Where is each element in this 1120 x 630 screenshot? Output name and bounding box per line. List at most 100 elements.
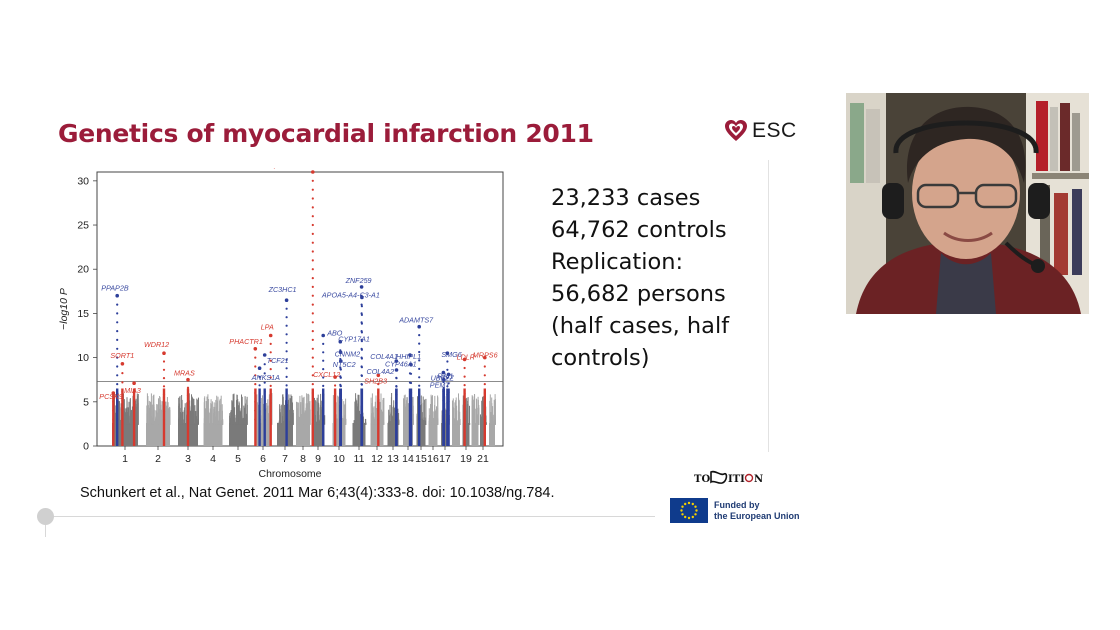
noise-point [300,402,302,425]
locus-peak-20 [394,359,399,363]
locus-point [418,418,421,421]
locus-point [116,365,119,368]
locus-point [447,391,450,394]
noise-point [204,396,206,425]
locus-point [409,391,413,394]
noise-point [151,423,153,425]
noise-point [375,418,377,425]
x-tick-label-1: 2 [155,453,161,465]
noise-point [358,401,359,425]
locus-point [285,324,288,327]
locus-column-23 [418,388,421,446]
locus-label-24: CYP46A1 [385,360,417,369]
noise-band-chr16 [428,423,438,446]
noise-point [435,421,437,425]
progress-track[interactable] [45,516,655,517]
locus-point [322,401,325,404]
stat-line-persons: 56,682 persons [551,281,726,307]
noise-point [238,401,240,425]
locus-point [116,312,119,315]
locus-point [418,359,421,362]
noise-point [215,414,217,425]
noise-point [236,400,237,425]
locus-point [311,338,314,341]
locus-point [311,268,314,271]
noise-point [494,400,496,425]
locus-point [339,385,342,388]
noise-point [217,421,219,425]
locus-point [254,400,257,403]
noise-point [491,417,493,425]
locus-column-10 [285,388,288,446]
locus-point [162,360,166,363]
noise-point [456,410,458,425]
noise-point [166,418,168,425]
locus-column-19 [377,388,380,446]
noise-point [316,397,318,425]
noise-point [136,423,137,425]
noise-point [205,408,207,425]
noise-point [296,402,298,425]
locus-point [463,401,466,404]
noise-point [471,400,473,425]
noise-point [278,422,280,425]
noise-point [317,394,319,425]
locus-point [446,377,449,380]
noise-point [405,420,406,425]
locus-column-26 [442,388,445,446]
locus-column-30 [483,388,486,446]
progress-knob[interactable] [37,508,54,525]
locus-point [377,418,380,421]
locus-point [483,383,486,386]
eu-funding: Funded by the European Union [670,498,800,523]
locus-point [418,401,421,404]
noise-point [267,399,269,425]
locus-point [162,393,166,396]
locus-column-24 [409,388,413,446]
locus-label-6: PHACTR1 [229,337,263,346]
locus-point [285,375,288,378]
noise-point [344,405,346,425]
locus-point [360,305,363,308]
noise-point [298,402,300,425]
locus-point [360,374,363,377]
locus-point [258,384,261,387]
locus-point [446,385,449,388]
noise-point [408,406,410,425]
noise-point [146,405,148,425]
noise-point [406,397,408,425]
noise-band-chr5 [229,423,247,446]
locus-point [116,374,119,377]
locus-point [254,365,257,368]
locus-label-20: COL4A1 [370,352,398,361]
noise-point [157,404,159,425]
locus-label-5: MRAS [174,369,195,378]
noise-point [381,412,383,425]
locus-point [334,384,337,387]
noise-point [256,394,258,425]
stat-line-controls: 64,762 controls [551,217,727,243]
noise-point [194,411,196,425]
locus-point [395,418,398,421]
noise-point [456,420,458,425]
noise-point [478,417,480,425]
noise-point [403,410,404,425]
locus-point [254,383,257,386]
noise-point [160,415,162,425]
noise-point [452,418,454,425]
locus-point [339,410,342,413]
noise-point [357,403,359,425]
noise-point [474,408,476,425]
noise-point [126,401,128,425]
noise-point [315,400,317,425]
noise-point [208,399,210,425]
noise-point [231,400,233,425]
noise-point [472,396,474,425]
noise-point [474,394,475,425]
locus-peak-21 [394,368,399,372]
locus-point [360,313,363,316]
noise-point [296,401,297,425]
locus-peak-18 [360,295,364,300]
locus-point [311,259,314,262]
noise-point [165,401,167,425]
